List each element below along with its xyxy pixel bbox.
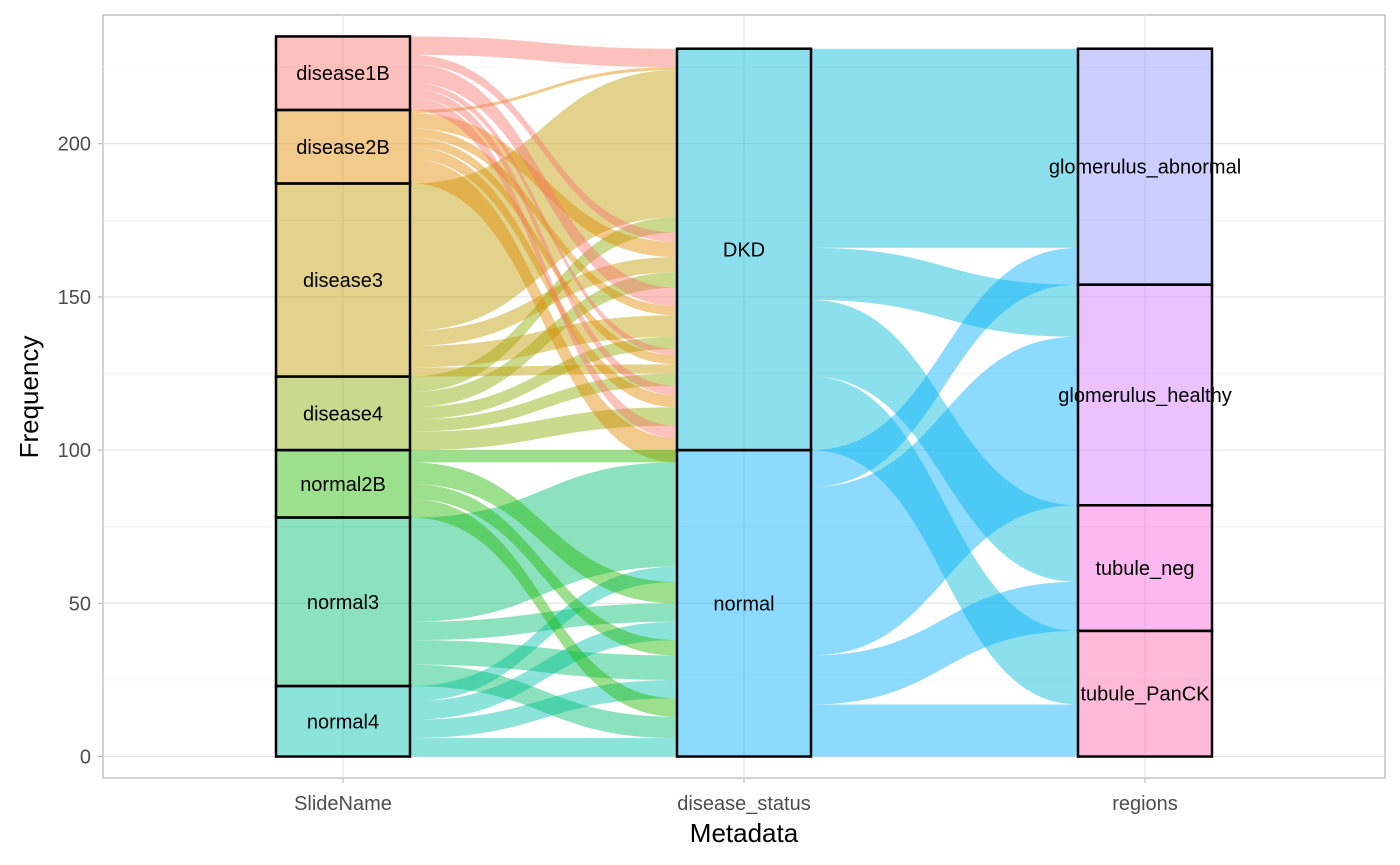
stratum-tubule_PanCK xyxy=(1076,629,1214,758)
flow-disease4-DKD xyxy=(410,272,677,408)
flow-disease2B-DKD xyxy=(410,146,677,408)
flow-disease2B-DKD xyxy=(410,113,677,258)
stratum-glomerulus_abnormal xyxy=(1076,47,1214,286)
flow-disease1B-DKD xyxy=(410,88,677,395)
stratum-disease1B xyxy=(274,35,412,112)
flow-normal-tubule_PanCK xyxy=(811,704,1078,757)
x-axis-ticks: SlideName disease_status regions xyxy=(294,778,1178,815)
flow-disease4-DKD xyxy=(410,336,677,420)
flow-normal4-normal xyxy=(410,738,677,757)
flow-normal3-normal xyxy=(410,603,677,641)
flow-disease3-DKD xyxy=(410,315,677,368)
stratum-label-tubule_PanCK: tubule_PanCK xyxy=(1081,684,1211,706)
flow-disease1B-DKD xyxy=(410,54,677,242)
stratum-label-glomerulus_healthy: glomerulus_healthy xyxy=(1058,385,1231,407)
stratum-disease2B xyxy=(274,108,412,185)
flow-normal2B-normal xyxy=(410,499,677,717)
flow-disease4-DKD xyxy=(410,217,677,392)
stratum-label-glomerulus_abnormal: glomerulus_abnormal xyxy=(1049,157,1241,179)
flow-normal3-normal xyxy=(410,664,677,739)
x-tick-label: disease_status xyxy=(677,793,810,815)
x-tick-label: regions xyxy=(1112,793,1178,815)
stratum-normal xyxy=(675,448,813,758)
flow-normal3-normal xyxy=(410,640,677,680)
stratum-label-normal3: normal3 xyxy=(307,592,379,614)
flow-disease2B-DKD xyxy=(410,137,677,365)
flow-disease4-DKD xyxy=(410,373,677,432)
flow-normal2B-normal xyxy=(410,450,677,463)
stratum-label-DKD: DKD xyxy=(723,239,765,261)
flow-disease3-DKD xyxy=(410,364,677,377)
stratum-glomerulus_healthy xyxy=(1076,283,1214,507)
strata: disease1B disease2B disease3 disease4 normal… xyxy=(274,35,1241,758)
y-tick-label: 200 xyxy=(58,134,91,156)
y-axis-title: Frequency xyxy=(14,336,44,459)
flow-DKD-tubule_PanCK xyxy=(811,376,1078,705)
y-tick-label: 150 xyxy=(58,287,91,309)
stratum-disease3 xyxy=(274,182,412,378)
flow-disease2B-DKD xyxy=(410,159,677,463)
flow-disease1B-DKD xyxy=(410,36,677,68)
flow-normal3-normal xyxy=(410,462,677,622)
x-axis-title: Metadata xyxy=(690,818,799,848)
flow-disease2B-DKD xyxy=(410,128,677,316)
flow-disease3-DKD xyxy=(410,70,677,331)
stratum-label-normal4: normal4 xyxy=(307,711,379,733)
flow-normal4-normal xyxy=(410,621,677,720)
flow-normal2B-normal xyxy=(410,483,677,656)
flows xyxy=(410,36,1078,757)
flow-normal-glomerulus_healthy xyxy=(811,336,1078,656)
y-axis-ticks: 0 50 100 150 200 xyxy=(58,134,103,769)
flow-normal-glomerulus_abnormal xyxy=(811,247,1078,487)
stratum-label-normal: normal xyxy=(713,593,774,615)
flow-normal4-normal xyxy=(410,679,677,739)
flow-disease3-DKD xyxy=(410,257,677,346)
flow-disease4-DKD xyxy=(410,407,677,451)
stratum-normal4 xyxy=(274,684,412,758)
flow-DKD-glomerulus_healthy xyxy=(811,247,1078,337)
x-tick-label: SlideName xyxy=(294,793,392,815)
flow-disease1B-DKD xyxy=(410,82,677,356)
y-tick-label: 0 xyxy=(80,747,91,769)
stratum-label-disease4: disease4 xyxy=(303,403,383,425)
stratum-normal2B xyxy=(274,448,412,519)
stratum-label-disease1B: disease1B xyxy=(296,63,389,85)
flow-disease1B-DKD xyxy=(410,97,677,438)
stratum-label-disease3: disease3 xyxy=(303,270,383,292)
flow-disease2B-DKD xyxy=(410,67,677,114)
y-tick-label: 50 xyxy=(69,593,91,615)
stratum-label-tubule_neg: tubule_neg xyxy=(1096,558,1195,580)
flow-normal-tubule_neg xyxy=(811,581,1078,705)
flow-normal4-normal xyxy=(410,566,677,702)
flow-normal2B-normal xyxy=(410,462,677,604)
stratum-normal3 xyxy=(274,516,412,688)
flow-DKD-tubule_neg xyxy=(811,299,1078,582)
stratum-DKD xyxy=(675,47,813,452)
flow-DKD-glomerulus_abnormal xyxy=(811,48,1078,248)
stratum-label-normal2B: normal2B xyxy=(300,474,386,496)
y-tick-label: 100 xyxy=(58,440,91,462)
stratum-label-disease2B: disease2B xyxy=(296,137,389,159)
flow-disease1B-DKD xyxy=(410,64,677,307)
